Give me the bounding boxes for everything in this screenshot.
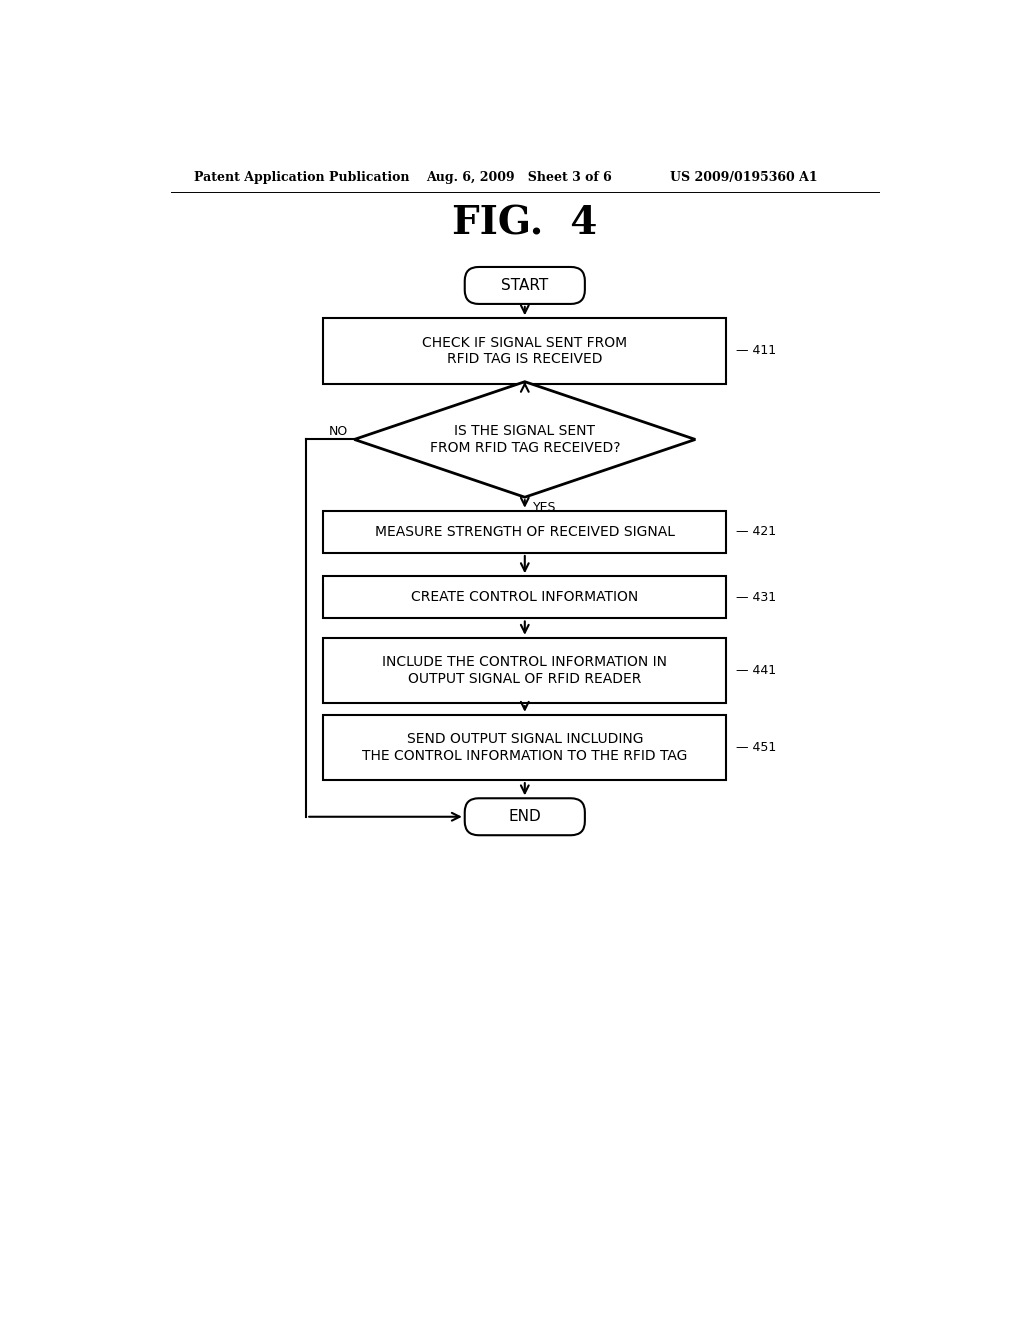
Polygon shape	[354, 381, 695, 498]
Text: SEND OUTPUT SIGNAL INCLUDING
THE CONTROL INFORMATION TO THE RFID TAG: SEND OUTPUT SIGNAL INCLUDING THE CONTROL…	[362, 733, 687, 763]
Text: Patent Application Publication: Patent Application Publication	[194, 172, 410, 185]
Text: MEASURE STRENGTH OF RECEIVED SIGNAL: MEASURE STRENGTH OF RECEIVED SIGNAL	[375, 525, 675, 539]
Text: FIG.  4: FIG. 4	[453, 205, 597, 243]
Text: — 431: — 431	[735, 591, 776, 603]
Text: NO: NO	[329, 425, 348, 438]
FancyBboxPatch shape	[324, 638, 726, 704]
FancyBboxPatch shape	[324, 511, 726, 553]
FancyBboxPatch shape	[324, 318, 726, 384]
Text: CREATE CONTROL INFORMATION: CREATE CONTROL INFORMATION	[412, 590, 638, 605]
Text: YES: YES	[532, 502, 556, 513]
Text: Aug. 6, 2009   Sheet 3 of 6: Aug. 6, 2009 Sheet 3 of 6	[426, 172, 612, 185]
FancyBboxPatch shape	[324, 714, 726, 780]
Text: END: END	[509, 809, 541, 824]
Text: START: START	[501, 279, 549, 293]
FancyBboxPatch shape	[324, 576, 726, 619]
Text: — 421: — 421	[735, 525, 776, 539]
Text: US 2009/0195360 A1: US 2009/0195360 A1	[671, 172, 818, 185]
Text: — 411: — 411	[735, 345, 776, 358]
FancyBboxPatch shape	[465, 267, 585, 304]
Text: CHECK IF SIGNAL SENT FROM
RFID TAG IS RECEIVED: CHECK IF SIGNAL SENT FROM RFID TAG IS RE…	[422, 335, 628, 366]
Text: IS THE SIGNAL SENT
FROM RFID TAG RECEIVED?: IS THE SIGNAL SENT FROM RFID TAG RECEIVE…	[429, 424, 621, 454]
Text: — 441: — 441	[735, 664, 776, 677]
FancyBboxPatch shape	[465, 799, 585, 836]
Text: — 451: — 451	[735, 741, 776, 754]
Text: INCLUDE THE CONTROL INFORMATION IN
OUTPUT SIGNAL OF RFID READER: INCLUDE THE CONTROL INFORMATION IN OUTPU…	[382, 655, 668, 685]
